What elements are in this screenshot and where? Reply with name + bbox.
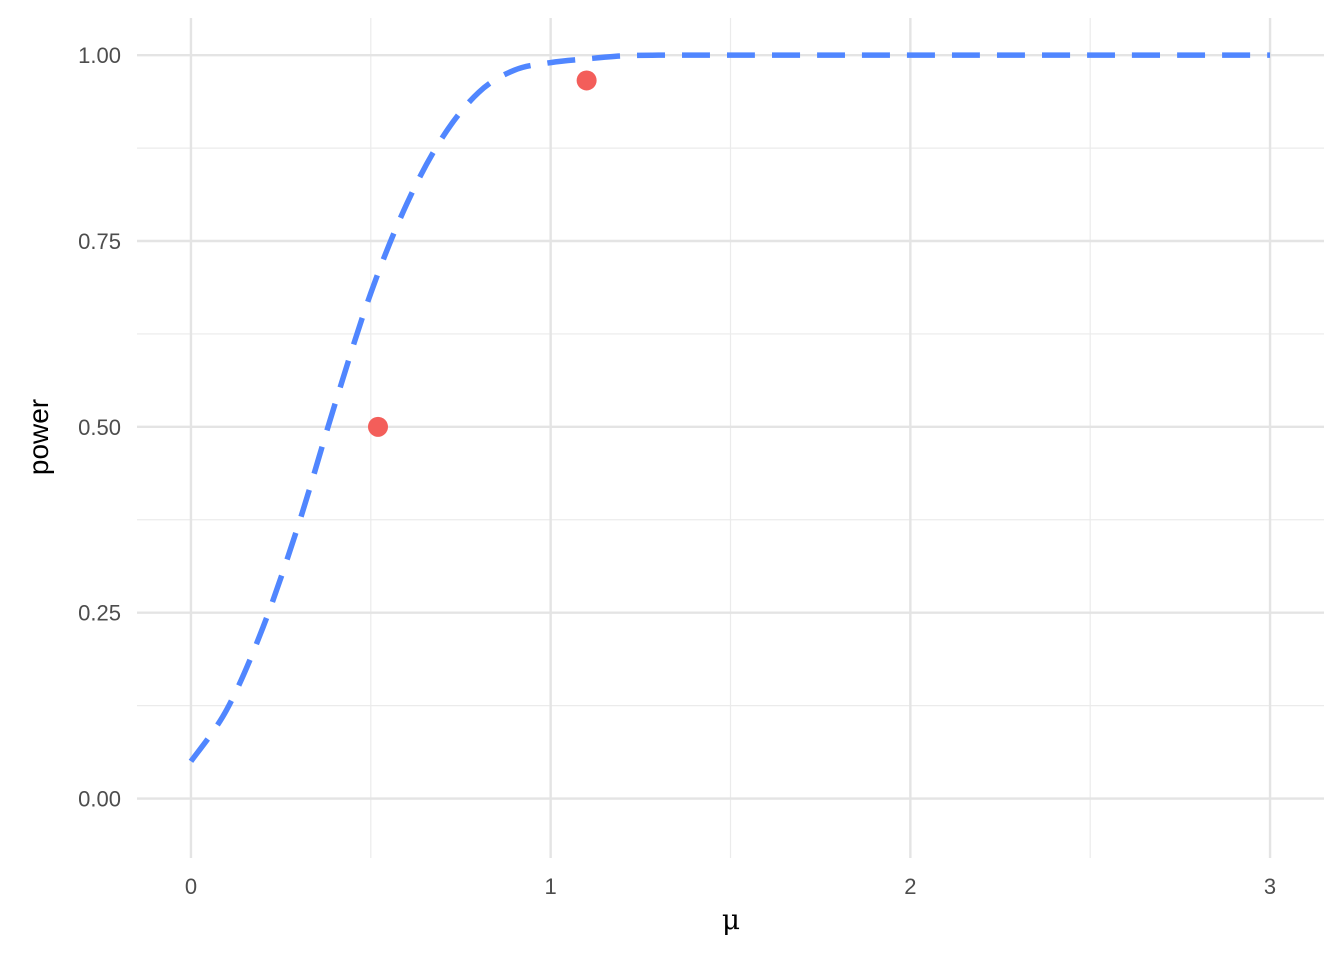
x-tick-labels: 0 1 2 3 (185, 874, 1276, 899)
x-tick-label: 1 (545, 874, 557, 899)
y-tick-label: 0.25 (78, 601, 121, 626)
minor-gridlines (137, 18, 1324, 858)
highlight-point (576, 70, 597, 91)
points-layer (367, 70, 597, 437)
x-axis-title: μ (722, 903, 740, 936)
x-tick-label: 3 (1264, 874, 1276, 899)
x-tick-label: 2 (904, 874, 916, 899)
power-curve-line (188, 52, 1271, 763)
y-axis-title: power (23, 399, 54, 475)
major-gridlines (137, 18, 1324, 858)
highlight-point (367, 416, 388, 437)
x-tick-label: 0 (185, 874, 197, 899)
series-layer (188, 52, 1271, 763)
y-tick-label: 0.50 (78, 415, 121, 440)
y-tick-labels: 0.00 0.25 0.50 0.75 1.00 (78, 43, 121, 811)
y-tick-label: 1.00 (78, 43, 121, 68)
y-tick-label: 0.75 (78, 229, 121, 254)
y-tick-label: 0.00 (78, 787, 121, 812)
